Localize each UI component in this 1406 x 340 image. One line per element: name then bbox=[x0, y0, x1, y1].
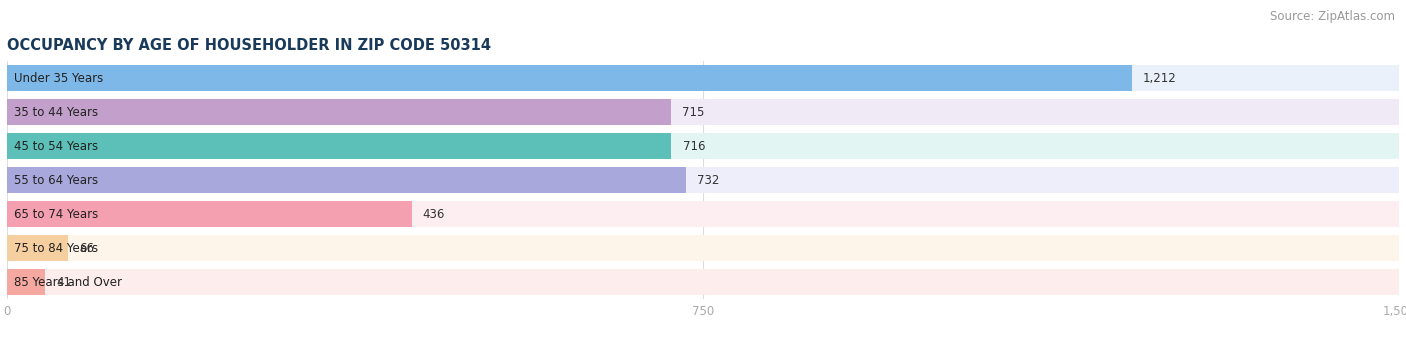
Text: 66: 66 bbox=[79, 242, 94, 255]
Text: 1,212: 1,212 bbox=[1143, 72, 1177, 85]
Bar bbox=[7, 201, 1399, 227]
Text: 732: 732 bbox=[697, 174, 720, 187]
Bar bbox=[7, 235, 69, 261]
Text: 55 to 64 Years: 55 to 64 Years bbox=[14, 174, 98, 187]
Bar bbox=[7, 269, 1399, 295]
Text: 716: 716 bbox=[682, 140, 704, 153]
Bar bbox=[7, 133, 1399, 159]
Bar bbox=[7, 65, 1132, 91]
Text: 75 to 84 Years: 75 to 84 Years bbox=[14, 242, 98, 255]
Text: 436: 436 bbox=[423, 208, 446, 221]
Text: Under 35 Years: Under 35 Years bbox=[14, 72, 104, 85]
Bar bbox=[7, 99, 1399, 125]
Text: 715: 715 bbox=[682, 106, 704, 119]
Text: 85 Years and Over: 85 Years and Over bbox=[14, 276, 122, 289]
Text: 45 to 54 Years: 45 to 54 Years bbox=[14, 140, 98, 153]
Text: 65 to 74 Years: 65 to 74 Years bbox=[14, 208, 98, 221]
Bar bbox=[7, 167, 1399, 193]
Bar bbox=[7, 269, 45, 295]
Text: OCCUPANCY BY AGE OF HOUSEHOLDER IN ZIP CODE 50314: OCCUPANCY BY AGE OF HOUSEHOLDER IN ZIP C… bbox=[7, 38, 491, 53]
Text: Source: ZipAtlas.com: Source: ZipAtlas.com bbox=[1270, 10, 1395, 23]
Bar bbox=[7, 133, 672, 159]
Bar bbox=[7, 201, 412, 227]
Text: 41: 41 bbox=[56, 276, 72, 289]
Bar bbox=[7, 167, 686, 193]
Bar bbox=[7, 65, 1399, 91]
Text: 35 to 44 Years: 35 to 44 Years bbox=[14, 106, 98, 119]
Bar bbox=[7, 235, 1399, 261]
Bar bbox=[7, 99, 671, 125]
